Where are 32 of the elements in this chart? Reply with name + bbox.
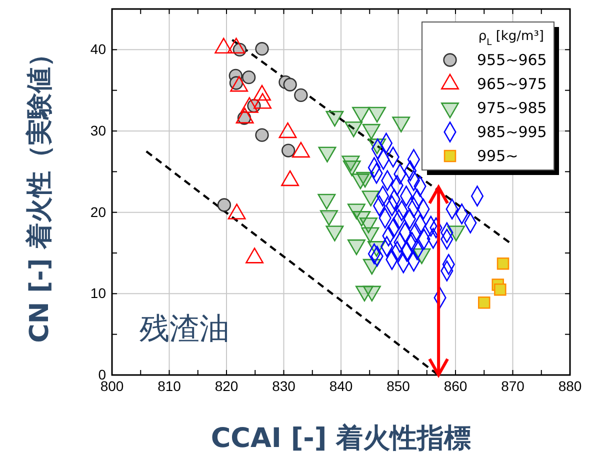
x-tick-label: 860	[444, 378, 468, 394]
y-tick-label: 40	[90, 41, 106, 58]
point	[494, 283, 506, 296]
legend-label: 965~975	[477, 75, 547, 93]
legend-label: 995~	[477, 147, 518, 165]
y-axis-title: CN [-] 着火性（実験値）	[25, 41, 55, 343]
x-tick-label: 870	[501, 378, 525, 394]
point	[242, 70, 256, 84]
point	[478, 296, 490, 309]
x-axis-title: CCAI [-] 着火性指標	[210, 423, 472, 454]
point	[217, 198, 232, 212]
x-tick-label: 850	[386, 378, 410, 394]
point	[255, 128, 269, 142]
y-tick-label: 0	[98, 366, 106, 382]
legend-label: 985~995	[477, 123, 547, 141]
x-tick-label: 840	[329, 378, 353, 394]
y-tick-label: 30	[90, 122, 106, 138]
point	[294, 88, 308, 102]
annotation: 残渣油	[139, 311, 230, 346]
legend-label: 975~985	[477, 99, 547, 117]
x-tick-label: 820	[214, 378, 238, 394]
legend-label: 955~965	[477, 51, 547, 69]
point	[496, 257, 510, 270]
y-tick-label: 10	[90, 285, 106, 302]
x-tick-label: 810	[158, 378, 182, 394]
legend-title: ρ$_{L}$ [kg/m³]	[478, 29, 544, 48]
point	[282, 144, 296, 158]
point	[255, 42, 269, 56]
point	[283, 78, 297, 92]
y-tick-label: 20	[90, 204, 106, 220]
x-tick-label: 880	[558, 378, 582, 394]
x-tick-label: 830	[272, 378, 296, 394]
